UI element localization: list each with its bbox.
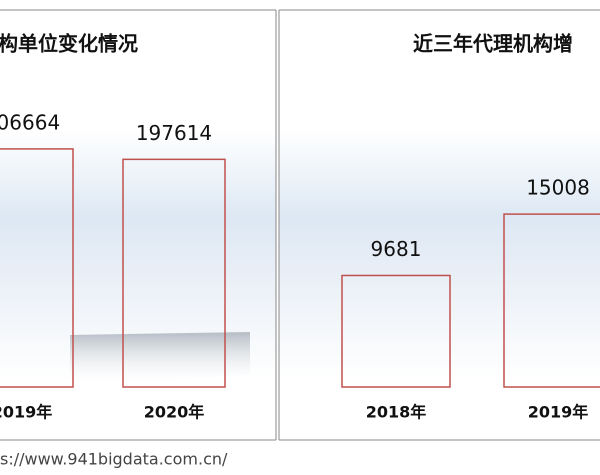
- floor-shadow: [70, 332, 250, 385]
- source-url: s://www.941bigdata.com.cn/: [0, 450, 228, 469]
- chart-title: 构单位变化情况: [0, 32, 138, 56]
- data-label: 15008: [526, 176, 590, 200]
- bar: [0, 148, 74, 388]
- data-label: 206664: [0, 110, 60, 134]
- x-tick-label: 2019年: [528, 403, 589, 422]
- x-tick-label: 2020年: [144, 403, 205, 422]
- bar: [341, 274, 451, 388]
- data-label: 9681: [371, 237, 422, 261]
- panel-background: [279, 130, 600, 380]
- chart-title: 近三年代理机构增: [413, 32, 573, 56]
- bar: [503, 213, 600, 388]
- x-tick-label: 2018年: [366, 403, 427, 422]
- data-label: 197614: [136, 121, 212, 145]
- x-tick-label: 2019年: [0, 403, 52, 422]
- bar: [122, 158, 226, 388]
